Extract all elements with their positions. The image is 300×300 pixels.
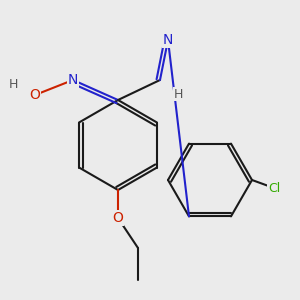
Text: N: N [68, 73, 78, 87]
Text: Cl: Cl [268, 182, 280, 194]
Text: H: H [8, 79, 18, 92]
Text: O: O [30, 88, 40, 102]
Text: N: N [163, 33, 173, 47]
Text: H: H [173, 88, 183, 100]
Text: O: O [112, 211, 123, 225]
